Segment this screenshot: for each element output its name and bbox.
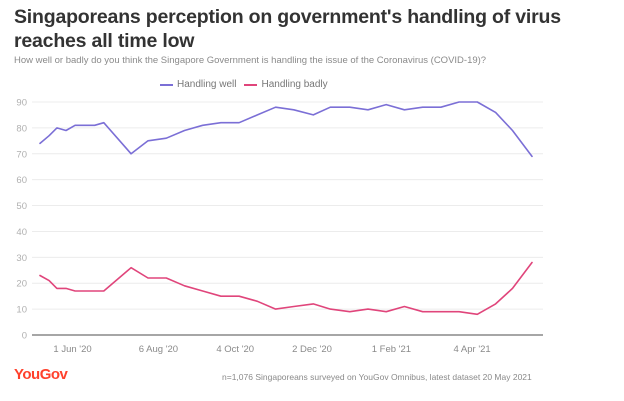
legend-label-handling-well: Handling well xyxy=(177,79,237,90)
data-point[interactable] xyxy=(128,265,134,271)
data-point[interactable] xyxy=(474,311,480,317)
y-tick-label: 40 xyxy=(16,227,27,238)
data-point[interactable] xyxy=(200,122,206,128)
data-point[interactable] xyxy=(291,107,297,113)
y-tick-label: 90 xyxy=(16,98,27,109)
legend-swatch-handling-badly xyxy=(244,83,258,86)
chart-title: Singaporeans perception on government's … xyxy=(14,6,561,52)
series-lines xyxy=(37,99,535,317)
data-point[interactable] xyxy=(163,275,169,281)
data-point[interactable] xyxy=(509,285,515,291)
data-point[interactable] xyxy=(438,309,444,315)
legend-item-handling-badly[interactable]: Handling badly xyxy=(244,79,328,90)
y-tick-label: 10 xyxy=(16,305,27,316)
data-point[interactable] xyxy=(101,120,107,126)
data-point[interactable] xyxy=(54,285,60,291)
data-point[interactable] xyxy=(493,109,499,115)
x-tick-label: 2 Dec '20 xyxy=(292,344,332,355)
data-point[interactable] xyxy=(63,127,69,133)
data-point[interactable] xyxy=(420,309,426,315)
data-point[interactable] xyxy=(200,288,206,294)
data-point[interactable] xyxy=(101,288,107,294)
data-point[interactable] xyxy=(310,112,316,118)
data-point[interactable] xyxy=(37,272,43,278)
x-tick-label: 1 Jun '20 xyxy=(53,344,91,355)
series-line-handling-badly xyxy=(39,261,533,316)
data-point[interactable] xyxy=(273,104,279,110)
data-point[interactable] xyxy=(92,122,98,128)
data-point[interactable] xyxy=(347,104,353,110)
data-point[interactable] xyxy=(163,135,169,141)
data-point[interactable] xyxy=(218,120,224,126)
data-point[interactable] xyxy=(218,293,224,299)
data-point[interactable] xyxy=(181,283,187,289)
data-point[interactable] xyxy=(254,298,260,304)
gridlines xyxy=(32,101,543,336)
data-point[interactable] xyxy=(529,260,535,266)
data-point[interactable] xyxy=(273,306,279,312)
data-point[interactable] xyxy=(46,278,52,284)
data-point[interactable] xyxy=(291,304,297,310)
footer-note: n=1,076 Singaporeans surveyed on YouGov … xyxy=(222,372,532,382)
y-tick-labels: 0 10 20 30 40 50 60 70 80 90 xyxy=(16,98,27,342)
data-point[interactable] xyxy=(327,306,333,312)
data-point[interactable] xyxy=(46,133,52,139)
legend-swatch-handling-well xyxy=(160,83,173,86)
chart-subtitle: How well or badly do you think the Singa… xyxy=(14,55,487,66)
y-tick-label: 80 xyxy=(16,123,27,134)
data-point[interactable] xyxy=(72,122,78,128)
y-tick-label: 60 xyxy=(16,175,27,186)
data-point[interactable] xyxy=(63,285,69,291)
x-tick-labels: 1 Jun '20 6 Aug '20 4 Oct '20 2 Dec '20 1 Fe… xyxy=(53,344,490,355)
data-point[interactable] xyxy=(456,99,462,105)
data-point[interactable] xyxy=(128,151,134,157)
yougov-logo: YouGov xyxy=(14,366,68,383)
legend-label-handling-badly: Handling badly xyxy=(261,79,328,90)
data-point[interactable] xyxy=(493,301,499,307)
data-point[interactable] xyxy=(401,107,407,113)
data-point[interactable] xyxy=(236,120,242,126)
data-point[interactable] xyxy=(509,127,515,133)
legend-item-handling-well[interactable]: Handling well xyxy=(160,79,236,90)
data-point[interactable] xyxy=(54,125,60,131)
data-point[interactable] xyxy=(92,288,98,294)
y-tick-label: 30 xyxy=(16,253,27,264)
data-point[interactable] xyxy=(236,293,242,299)
data-point[interactable] xyxy=(181,127,187,133)
y-tick-label: 50 xyxy=(16,201,27,212)
data-point[interactable] xyxy=(474,99,480,105)
data-point[interactable] xyxy=(438,104,444,110)
y-tick-label: 20 xyxy=(16,279,27,290)
data-point[interactable] xyxy=(327,104,333,110)
x-tick-label: 4 Oct '20 xyxy=(216,344,254,355)
x-tick-label: 6 Aug '20 xyxy=(139,344,178,355)
series-line-handling-well xyxy=(39,101,533,158)
data-point[interactable] xyxy=(365,306,371,312)
data-point[interactable] xyxy=(145,138,151,144)
data-point[interactable] xyxy=(72,288,78,294)
x-tick-label: 1 Feb '21 xyxy=(372,344,411,355)
data-point[interactable] xyxy=(529,153,535,159)
data-point[interactable] xyxy=(365,107,371,113)
x-tick-label: 4 Apr '21 xyxy=(454,344,491,355)
data-point[interactable] xyxy=(254,112,260,118)
data-point[interactable] xyxy=(145,275,151,281)
legend: Handling well Handling badly xyxy=(160,79,336,90)
data-point[interactable] xyxy=(456,309,462,315)
y-tick-label: 0 xyxy=(22,331,27,342)
y-tick-label: 70 xyxy=(16,149,27,160)
data-point[interactable] xyxy=(383,309,389,315)
data-point[interactable] xyxy=(347,309,353,315)
data-point[interactable] xyxy=(420,104,426,110)
data-point[interactable] xyxy=(310,301,316,307)
data-point[interactable] xyxy=(401,304,407,310)
data-point[interactable] xyxy=(37,140,43,146)
data-point[interactable] xyxy=(383,102,389,108)
